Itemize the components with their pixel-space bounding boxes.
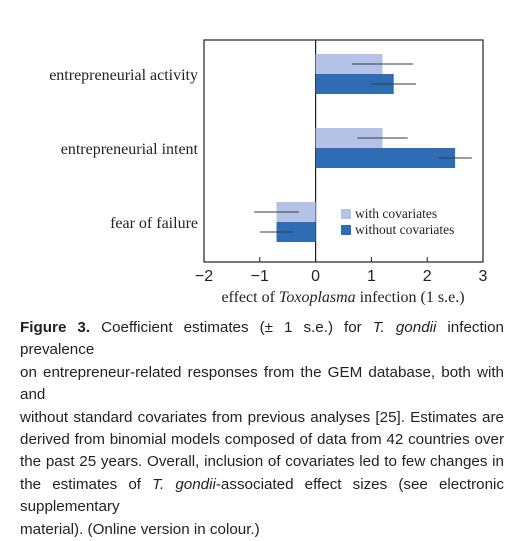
caption-text: material). (Online version in colour.) bbox=[20, 520, 260, 538]
caption-line: the past 25 years. Overall, inclusion of… bbox=[20, 451, 504, 473]
legend-label: without covariates bbox=[355, 222, 454, 237]
legend-swatch bbox=[341, 225, 351, 235]
legend-swatch bbox=[341, 209, 351, 219]
category-label: entrepreneurial intent bbox=[61, 141, 199, 158]
caption-text: Coefficient estimates (± 1 s.e.) for bbox=[90, 319, 373, 336]
x-tick-label: 2 bbox=[423, 268, 432, 285]
category-label: entrepreneurial activity bbox=[49, 67, 198, 84]
caption-text: the past 25 years. Overall, inclusion of… bbox=[20, 453, 504, 471]
bar bbox=[315, 74, 394, 94]
caption-text: T. gondii bbox=[152, 475, 216, 493]
caption-line: on entrepreneur-related responses from t… bbox=[20, 362, 504, 407]
bar-chart: −2 −1 0 1 2 3 effect of Toxoplasma infection (… bbox=[49, 39, 488, 306]
category-label: fear of failure bbox=[110, 215, 198, 232]
caption-text: without standard covariates from previou… bbox=[20, 408, 504, 426]
caption-text: on entrepreneur-related responses from t… bbox=[20, 363, 504, 404]
x-tick-label: −2 bbox=[195, 268, 213, 285]
x-tick-label: 3 bbox=[479, 268, 488, 285]
figure-caption: Figure 3. Coefficient estimates (± 1 s.e… bbox=[20, 317, 504, 541]
legend-label: with covariates bbox=[355, 206, 437, 221]
caption-text: the estimates of bbox=[20, 475, 153, 493]
caption-line: material). (Online version in colour.) bbox=[20, 519, 504, 541]
caption-line: Figure 3. Coefficient estimates (± 1 s.e… bbox=[20, 317, 504, 362]
bar bbox=[315, 128, 383, 148]
caption-line: derived from binomial models composed of… bbox=[20, 429, 504, 451]
bar bbox=[315, 148, 456, 168]
caption-text: derived from binomial models composed of… bbox=[20, 431, 504, 449]
bar bbox=[315, 54, 383, 74]
caption-line: the estimates of T. gondii-associated ef… bbox=[20, 474, 504, 519]
plot-frame bbox=[203, 39, 484, 263]
caption-text: infection prevalence bbox=[20, 319, 504, 359]
x-tick-label: −1 bbox=[251, 268, 269, 285]
caption-line: without standard covariates from previou… bbox=[20, 407, 504, 429]
x-tick-label: 0 bbox=[311, 268, 320, 285]
x-axis-label: effect of Toxoplasma infection (1 s.e.) bbox=[221, 289, 464, 306]
caption-label: Figure 3. bbox=[20, 319, 91, 336]
x-tick-label: 1 bbox=[367, 268, 376, 285]
caption-text: T. gondii bbox=[372, 319, 437, 336]
bar bbox=[276, 222, 316, 242]
